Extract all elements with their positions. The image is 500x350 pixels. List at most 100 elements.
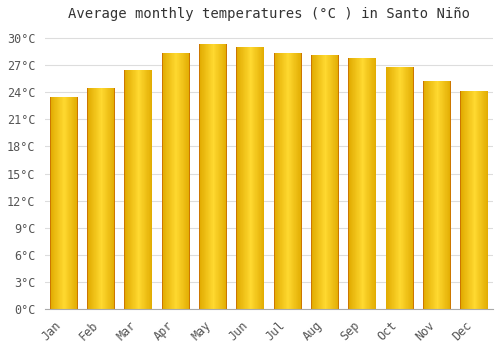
Bar (223, 44, 224, 309)
Bar (428, 82, 429, 309)
Bar (176, 54, 177, 309)
Bar (74, 97, 75, 309)
Bar (484, 91, 485, 309)
Bar (162, 54, 163, 309)
Bar (134, 70, 135, 309)
Bar (107, 88, 108, 309)
Bar (335, 55, 336, 309)
Bar (66, 97, 67, 309)
Bar (248, 47, 249, 309)
Bar (405, 67, 406, 309)
Bar (64, 97, 65, 309)
Bar (398, 67, 399, 309)
Bar (413, 67, 414, 309)
Bar (61, 97, 62, 309)
Bar (105, 88, 106, 309)
Bar (147, 70, 148, 309)
Bar (55, 97, 56, 309)
Bar (462, 91, 463, 309)
Bar (352, 58, 353, 309)
Bar (92, 88, 93, 309)
Bar (128, 70, 129, 309)
Bar (221, 44, 222, 309)
Bar (138, 70, 139, 309)
Bar (93, 88, 94, 309)
Bar (144, 70, 145, 309)
Bar (215, 44, 216, 309)
Bar (348, 58, 349, 309)
Bar (461, 91, 462, 309)
Bar (387, 67, 388, 309)
Bar (427, 82, 428, 309)
Bar (372, 58, 373, 309)
Bar (170, 54, 171, 309)
Bar (298, 54, 299, 309)
Bar (406, 67, 407, 309)
Bar (172, 54, 173, 309)
Bar (179, 54, 180, 309)
Bar (72, 97, 73, 309)
Bar (447, 82, 448, 309)
Bar (369, 58, 370, 309)
Bar (225, 44, 226, 309)
Bar (110, 88, 111, 309)
Bar (336, 55, 337, 309)
Bar (53, 97, 54, 309)
Bar (54, 97, 55, 309)
Bar (366, 58, 367, 309)
Bar (148, 70, 149, 309)
Bar (412, 67, 413, 309)
Bar (466, 91, 467, 309)
Bar (97, 88, 98, 309)
Bar (254, 47, 255, 309)
Bar (358, 58, 359, 309)
Bar (114, 88, 115, 309)
Bar (113, 88, 114, 309)
Bar (389, 67, 390, 309)
Bar (282, 54, 284, 309)
Bar (165, 54, 166, 309)
Bar (280, 54, 281, 309)
Bar (374, 58, 376, 309)
Bar (291, 54, 292, 309)
Bar (290, 54, 291, 309)
Bar (334, 55, 335, 309)
Bar (324, 55, 325, 309)
Bar (244, 47, 245, 309)
Bar (442, 82, 443, 309)
Bar (67, 97, 68, 309)
Bar (216, 44, 217, 309)
Bar (351, 58, 352, 309)
Bar (363, 58, 364, 309)
Bar (150, 70, 151, 309)
Bar (464, 91, 465, 309)
Bar (182, 54, 183, 309)
Bar (354, 58, 355, 309)
Bar (362, 58, 363, 309)
Bar (348, 58, 349, 309)
Bar (151, 70, 152, 309)
Bar (396, 67, 397, 309)
Bar (279, 54, 280, 309)
Bar (218, 44, 220, 309)
Bar (393, 67, 394, 309)
Bar (292, 54, 293, 309)
Bar (429, 82, 430, 309)
Bar (207, 44, 208, 309)
Bar (286, 54, 287, 309)
Bar (332, 55, 333, 309)
Bar (73, 97, 74, 309)
Bar (450, 82, 451, 309)
Bar (126, 70, 128, 309)
Bar (469, 91, 470, 309)
Bar (350, 58, 351, 309)
Bar (258, 47, 259, 309)
Bar (318, 55, 319, 309)
Bar (329, 55, 330, 309)
Bar (112, 88, 113, 309)
Bar (288, 54, 289, 309)
Bar (316, 55, 318, 309)
Bar (293, 54, 294, 309)
Bar (208, 44, 209, 309)
Bar (166, 54, 167, 309)
